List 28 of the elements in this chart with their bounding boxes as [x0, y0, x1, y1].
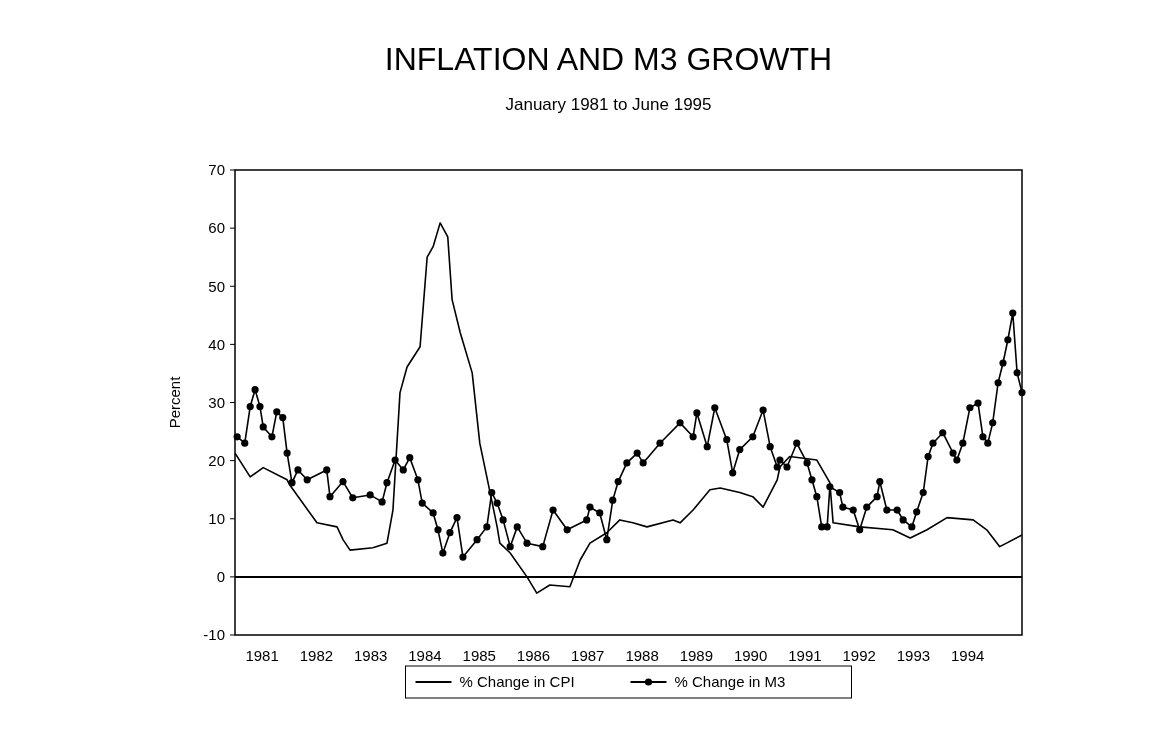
x-tick-label: 1987 [571, 647, 605, 664]
legend-label: % Change in CPI [459, 673, 575, 691]
y-tick-label: 30 [208, 393, 225, 411]
y-tick-label: 10 [208, 510, 225, 527]
x-tick-label: 1993 [896, 647, 931, 664]
x-tick-label: 1983 [354, 647, 388, 664]
y-tick-label: 20 [208, 451, 225, 469]
y-tick-label: 70 [208, 161, 225, 179]
x-tick-label: 1984 [408, 647, 442, 664]
y-tick-label: 40 [208, 335, 225, 353]
x-tick-label: 1990 [733, 647, 768, 664]
y-tick-label: 60 [208, 219, 225, 237]
chart-title: INFLATION AND M3 GROWTH [384, 41, 833, 77]
y-tick-label: 50 [208, 277, 225, 295]
y-tick-label: 0 [216, 568, 225, 586]
x-tick-label: 1985 [462, 647, 496, 664]
x-tick-label: 1982 [299, 647, 334, 664]
x-tick-label: 1986 [516, 647, 551, 664]
x-tick-label: 1989 [679, 647, 714, 664]
x-tick-label: 1991 [788, 647, 822, 664]
y-tick-label: -10 [203, 626, 225, 644]
x-tick-label: 1992 [842, 647, 876, 664]
chart-subtitle: January 1981 to June 1995 [505, 95, 712, 114]
y-axis-title: Percent [166, 375, 183, 429]
x-tick-label: 1981 [245, 647, 279, 664]
legend-label: % Change in M3 [674, 673, 786, 691]
x-tick-label: 1994 [951, 647, 985, 664]
x-tick-label: 1988 [625, 647, 659, 664]
